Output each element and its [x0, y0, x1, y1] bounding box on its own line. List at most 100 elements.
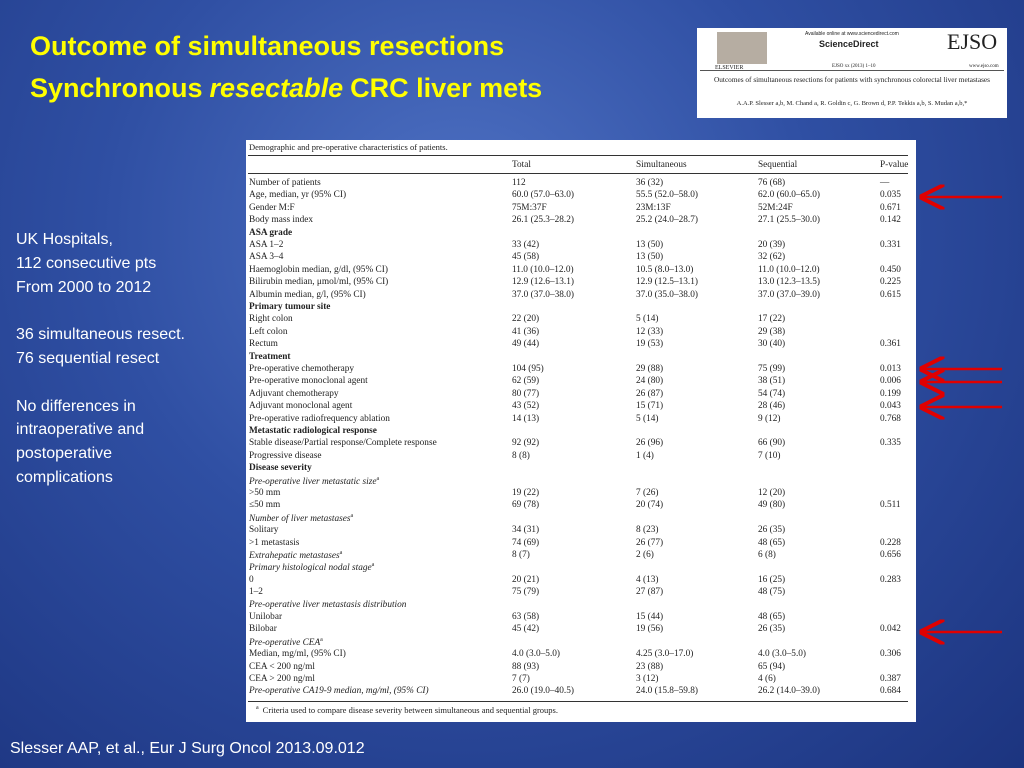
row-label: Metastatic radiological response: [249, 426, 377, 436]
cell: 75 (99): [758, 364, 786, 374]
label-text: Pre-operative liver metastatic size: [249, 476, 377, 487]
cell: 7 (26): [636, 488, 659, 498]
cell: 26.1 (25.3–28.2): [512, 215, 574, 226]
note-group: No differences in intraoperative and posto…: [16, 395, 185, 490]
row-label: Haemoglobin median, g/dl, (95% CI): [249, 265, 388, 275]
column-header: Sequential: [758, 160, 798, 170]
row-label: Primary tumour site: [249, 302, 330, 312]
cell: 0.142: [880, 215, 901, 226]
row-label: Pre-operative radiofrequency ablation: [249, 414, 390, 424]
cell: 6 (8): [758, 550, 776, 560]
cell: 37.0 (37.0–39.0): [758, 289, 820, 300]
footnote-mark: a: [371, 562, 375, 569]
cell: 11.0 (10.0–12.0): [758, 264, 820, 275]
cell: 49 (80): [758, 500, 786, 511]
cell: 8 (8): [512, 450, 530, 461]
row-label: Gender M:F: [249, 203, 295, 213]
label-text: Bilobar: [249, 624, 277, 635]
cell: 20 (39): [758, 240, 786, 250]
row-label: Primary histological nodal stagea: [249, 562, 374, 573]
cell: 36 (32): [636, 178, 664, 188]
label-text: Age, median, yr (95% CI): [249, 190, 347, 201]
cell: 26.2 (14.0–39.0): [758, 686, 820, 697]
cell: 0.306: [880, 649, 901, 660]
label-text: Haemoglobin median, g/dl, (95% CI): [249, 264, 388, 275]
row-label: Extrahepatic metastasesa: [249, 550, 342, 561]
cell: 75 (79): [512, 587, 540, 598]
note-line: 112 consecutive pts: [16, 254, 157, 272]
label-text: Gender M:F: [249, 202, 295, 213]
cell: 45 (58): [512, 252, 540, 263]
row-label: Age, median, yr (95% CI): [249, 190, 346, 200]
cell: 34 (31): [512, 525, 540, 536]
cell: 48 (65): [758, 612, 786, 622]
title-line: Outcome of simultaneous resections: [30, 31, 504, 62]
cell: 41 (36): [512, 326, 540, 337]
cell: 12.9 (12.6–13.1): [512, 277, 574, 288]
row-label: Adjuvant chemotherapy: [249, 389, 339, 399]
cell: 28 (46): [758, 401, 786, 412]
label-text: ASA 3–4: [249, 252, 284, 263]
row-label: Bilirubin median, μmol/ml, (95% CI): [249, 277, 388, 287]
cell: 65 (94): [758, 661, 786, 672]
label-text: Disease severity: [249, 463, 312, 474]
label-text: Pre-operative liver metastasis distribut…: [249, 599, 407, 610]
cell: 92 (92): [512, 438, 540, 449]
row-label: Solitary: [249, 525, 278, 535]
cell: 49 (44): [512, 339, 540, 350]
cell: 76 (68): [758, 178, 786, 188]
cell: 19 (22): [512, 488, 540, 498]
cell: 37.0 (35.0–38.0): [636, 289, 698, 300]
row-label: Right colon: [249, 314, 293, 324]
rule: [248, 173, 908, 174]
cell: —: [880, 178, 890, 188]
site: www.ejso.com: [969, 64, 999, 69]
cell: 13.0 (12.3–13.5): [758, 277, 820, 288]
row-label: Median, mg/ml, (95% CI): [249, 649, 346, 659]
note-line: complications: [16, 468, 113, 486]
cell: 30 (40): [758, 339, 786, 350]
note-group: UK Hospitals, 112 consecutive pts From 200…: [16, 228, 185, 299]
row-label: Body mass index: [249, 215, 313, 225]
cell: 24.0 (15.8–59.8): [636, 686, 698, 697]
cell: 54 (74): [758, 388, 786, 399]
cell: 23M:13F: [636, 202, 671, 213]
cell: 23 (88): [636, 661, 664, 672]
label-text: Body mass index: [249, 215, 314, 226]
cell: 8 (7): [512, 550, 530, 560]
cell: 11.0 (10.0–12.0): [512, 264, 574, 275]
row-label: Pre-operative liver metastasis distribut…: [249, 600, 406, 610]
cell: 26 (77): [636, 537, 664, 548]
cell: 0.283: [880, 574, 901, 585]
table: Demographic and pre-operative characteri…: [246, 140, 916, 722]
footnote-mark: a: [350, 512, 354, 519]
cell: 29 (88): [636, 364, 664, 374]
label-text: Primary tumour site: [249, 302, 331, 312]
cell: 7 (10): [758, 450, 781, 461]
cell: 26 (96): [636, 438, 664, 449]
row-label: >1 metastasis: [249, 538, 299, 548]
label-text: Pre-operative CEA: [249, 637, 321, 648]
cell: 26 (87): [636, 388, 664, 399]
row-label: Pre-operative CEAa: [249, 637, 323, 648]
cell: 9 (12): [758, 413, 781, 424]
row-label: ASA grade: [249, 228, 292, 238]
label-text: Right colon: [249, 314, 293, 325]
cell: 80 (77): [512, 388, 540, 399]
title-text: Synchronous: [30, 73, 203, 103]
label-text: Treatment: [249, 351, 291, 362]
logo: EJSO: [947, 29, 998, 54]
cell: 0.042: [880, 624, 901, 635]
cell: 0.043: [880, 401, 901, 412]
cell: 13 (50): [636, 240, 664, 250]
brand: ScienceDirect: [819, 39, 879, 49]
cell: 0.228: [880, 537, 901, 548]
cell: 88 (93): [512, 661, 540, 672]
label-text: Rectum: [249, 339, 278, 350]
footnote-mark: a: [376, 475, 380, 482]
cell: 8 (23): [636, 525, 659, 536]
label-text: >50 mm: [249, 488, 281, 498]
cell: 4 (6): [758, 674, 776, 684]
cell: 75M:37F: [512, 202, 547, 213]
row-label: CEA < 200 ng/ml: [249, 662, 315, 672]
